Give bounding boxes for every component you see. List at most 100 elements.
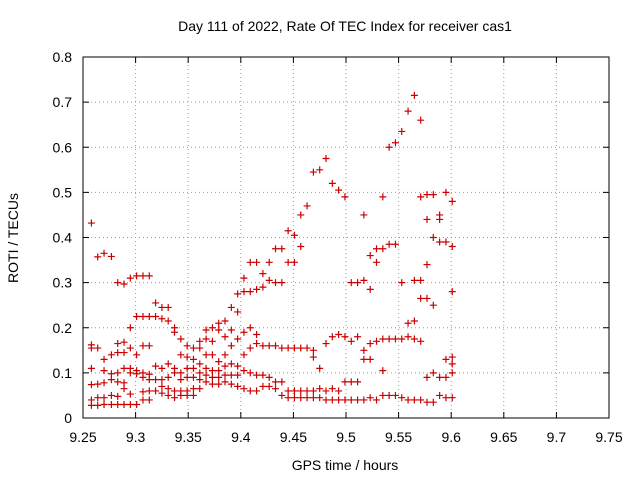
data-point bbox=[227, 360, 235, 368]
data-point bbox=[208, 367, 216, 375]
data-point bbox=[107, 252, 115, 260]
data-point bbox=[100, 379, 108, 387]
data-point bbox=[429, 234, 437, 241]
data-point bbox=[152, 362, 160, 370]
data-point bbox=[448, 353, 456, 361]
data-point bbox=[196, 369, 204, 377]
data-point bbox=[234, 308, 242, 316]
data-point bbox=[360, 346, 368, 354]
data-point bbox=[265, 258, 273, 266]
data-point bbox=[410, 91, 418, 99]
data-point bbox=[309, 394, 317, 402]
x-tick-label: 9.65 bbox=[490, 429, 517, 445]
data-point bbox=[145, 396, 153, 404]
data-point bbox=[183, 373, 191, 381]
data-point bbox=[196, 376, 204, 384]
data-point bbox=[328, 179, 336, 187]
data-point bbox=[196, 360, 204, 368]
data-point bbox=[436, 215, 444, 223]
y-tick-label: 0.6 bbox=[53, 139, 73, 155]
data-point bbox=[240, 367, 248, 375]
data-point bbox=[391, 391, 399, 399]
data-point bbox=[379, 367, 387, 375]
data-point bbox=[114, 340, 122, 348]
data-point bbox=[107, 400, 115, 408]
data-point bbox=[284, 394, 292, 402]
data-point bbox=[303, 202, 311, 210]
data-point bbox=[246, 344, 254, 352]
data-point bbox=[196, 337, 204, 345]
data-point bbox=[107, 391, 115, 399]
data-point bbox=[227, 371, 235, 379]
y-tick-label: 0.4 bbox=[53, 230, 73, 246]
data-point bbox=[265, 276, 273, 284]
data-point bbox=[398, 127, 406, 135]
data-point bbox=[417, 193, 425, 201]
data-point bbox=[335, 186, 343, 194]
data-point bbox=[385, 240, 393, 248]
data-point bbox=[436, 391, 444, 399]
data-point bbox=[114, 400, 122, 408]
data-point bbox=[158, 315, 166, 323]
data-point bbox=[221, 333, 229, 341]
data-point bbox=[410, 276, 418, 284]
data-point bbox=[316, 166, 324, 174]
data-point bbox=[448, 243, 456, 251]
data-point bbox=[341, 333, 349, 341]
data-point bbox=[202, 364, 210, 372]
data-point bbox=[335, 331, 343, 339]
data-point bbox=[417, 276, 425, 284]
data-point bbox=[322, 387, 330, 395]
data-point bbox=[152, 376, 160, 384]
data-point bbox=[100, 249, 108, 257]
data-point bbox=[366, 394, 374, 402]
data-point bbox=[94, 401, 102, 409]
data-point bbox=[442, 238, 450, 246]
data-point bbox=[328, 396, 336, 404]
data-point bbox=[202, 371, 210, 379]
grid-lines bbox=[83, 57, 609, 418]
data-point bbox=[398, 394, 406, 402]
data-point bbox=[171, 369, 179, 377]
data-point bbox=[240, 328, 248, 336]
data-point bbox=[120, 379, 128, 387]
data-point bbox=[417, 116, 425, 124]
data-point bbox=[87, 219, 95, 227]
data-point bbox=[448, 369, 456, 377]
data-point bbox=[253, 340, 261, 348]
data-point bbox=[284, 227, 292, 235]
data-point bbox=[215, 380, 223, 388]
data-point bbox=[227, 380, 235, 388]
data-point bbox=[272, 385, 280, 393]
data-point bbox=[164, 391, 172, 399]
data-point bbox=[126, 324, 134, 332]
data-point bbox=[133, 351, 141, 359]
data-point bbox=[246, 324, 254, 332]
data-point bbox=[246, 258, 254, 266]
data-point bbox=[373, 245, 381, 253]
data-point bbox=[120, 400, 128, 408]
data-point bbox=[272, 245, 280, 253]
data-point bbox=[227, 303, 235, 311]
data-point bbox=[246, 387, 254, 395]
data-point bbox=[278, 279, 286, 287]
data-point bbox=[442, 188, 450, 196]
y-tick-label: 0.2 bbox=[53, 320, 73, 336]
data-point bbox=[360, 276, 368, 284]
data-point bbox=[297, 243, 305, 251]
data-point bbox=[114, 349, 122, 357]
data-point bbox=[259, 382, 267, 390]
data-point bbox=[316, 385, 324, 393]
y-tick-labels: 0 0.1 0.2 0.3 0.4 0.5 0.6 0.7 0.8 bbox=[53, 49, 73, 426]
data-point bbox=[442, 394, 450, 402]
data-point bbox=[290, 258, 298, 266]
x-axis-label: GPS time / hours bbox=[292, 457, 399, 473]
data-point bbox=[221, 378, 229, 386]
data-point bbox=[335, 396, 343, 404]
data-point bbox=[398, 279, 406, 287]
data-point bbox=[448, 197, 456, 205]
data-point bbox=[145, 342, 153, 350]
data-point bbox=[410, 335, 418, 343]
data-point bbox=[158, 303, 166, 311]
data-point bbox=[360, 211, 368, 219]
